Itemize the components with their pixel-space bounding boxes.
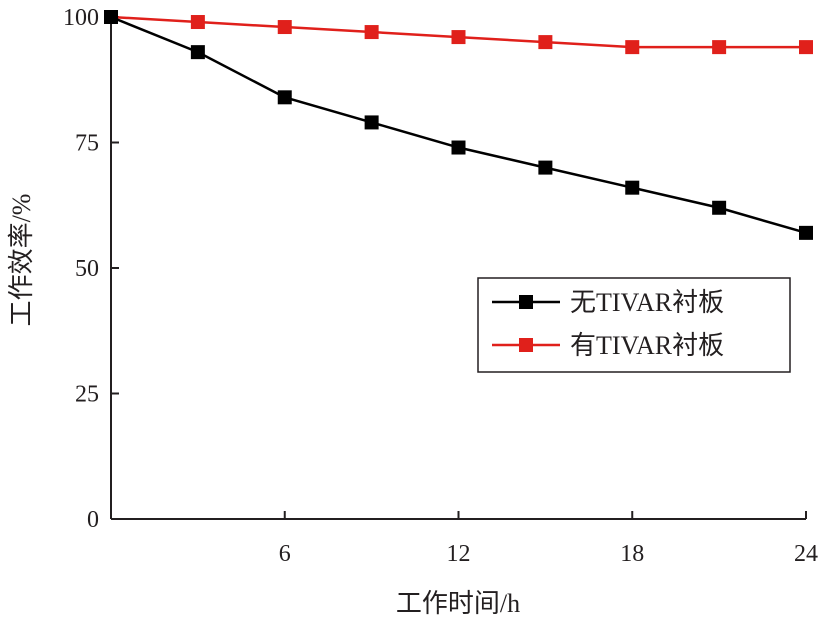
data-point [104, 10, 118, 24]
y-tick-label: 25 [75, 382, 99, 408]
x-tick-label: 18 [620, 541, 644, 567]
data-point [364, 115, 379, 130]
y-axis-label: 工作效率/% [7, 194, 36, 327]
data-point [538, 160, 553, 175]
legend-marker-1 [519, 338, 533, 352]
legend-marker-0 [519, 295, 533, 309]
y-tick-label: 50 [75, 256, 99, 282]
series-0 [104, 10, 813, 240]
legend-label-1: 有TIVAR衬板 [570, 331, 724, 360]
series-line [110, 15, 807, 235]
data-point [277, 90, 292, 105]
legend-box [477, 277, 791, 373]
data-point [538, 35, 553, 50]
data-point [625, 180, 640, 195]
y-tick-label: 75 [75, 131, 99, 157]
x-axis-label: 工作时间/h [396, 589, 520, 618]
data-point [799, 225, 813, 240]
data-point [712, 40, 727, 55]
data-point [277, 20, 292, 35]
x-tick-label: 12 [447, 541, 471, 567]
series-group [104, 10, 813, 240]
data-point [625, 40, 640, 55]
y-tick-label: 0 [87, 507, 99, 533]
data-point [451, 140, 466, 155]
axes: 0 25 50 75 100 6 12 18 24 [63, 5, 818, 567]
data-point [799, 40, 813, 55]
data-point [451, 30, 466, 45]
legend: 无TIVAR衬板 有TIVAR衬板 [477, 277, 791, 373]
data-point [712, 200, 727, 215]
x-tick-label: 24 [794, 541, 818, 567]
series-1 [104, 10, 813, 55]
data-point [190, 45, 205, 60]
data-point [364, 25, 379, 40]
legend-label-0: 无TIVAR衬板 [570, 288, 724, 317]
data-point [190, 15, 205, 30]
x-tick-label: 6 [279, 541, 291, 567]
y-tick-label: 100 [63, 5, 99, 31]
